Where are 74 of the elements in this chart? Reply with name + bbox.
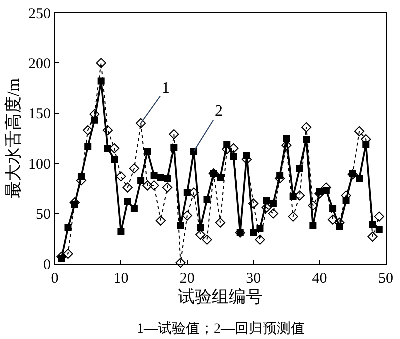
point: [182, 210, 192, 221]
point: [157, 174, 164, 182]
point: [149, 180, 160, 191]
point: [268, 208, 279, 219]
point: [164, 175, 172, 182]
point: [354, 126, 365, 137]
point: [177, 222, 184, 230]
point: [118, 228, 125, 236]
point: [144, 148, 152, 156]
x-tick-label: 10: [114, 271, 129, 287]
point: [330, 205, 337, 212]
x-tick-label: 40: [312, 271, 328, 287]
point: [376, 226, 383, 234]
point: [217, 174, 224, 182]
point: [130, 205, 138, 212]
point: [356, 175, 364, 182]
point: [202, 234, 212, 245]
point: [308, 200, 318, 211]
point: [250, 229, 258, 236]
y-tick-label: 0: [44, 257, 51, 274]
point: [111, 156, 118, 164]
point: [302, 122, 312, 133]
point: [124, 198, 132, 206]
x-tick-label: 20: [180, 271, 195, 287]
point: [150, 172, 158, 180]
point: [288, 212, 298, 222]
y-axis-title: 最大水舌高度/m: [4, 78, 24, 198]
point: [262, 202, 272, 213]
point: [374, 212, 384, 222]
point: [204, 196, 211, 204]
point: [368, 232, 378, 242]
text: 1—试验值；2—回归预测值: [137, 321, 305, 337]
point: [136, 118, 146, 128]
point: [303, 136, 310, 143]
point: [122, 182, 133, 193]
point: [296, 165, 304, 172]
point: [196, 230, 206, 240]
y-tick-label: 200: [28, 56, 51, 72]
annotation: 2: [215, 103, 223, 120]
point: [310, 222, 317, 230]
point: [270, 200, 277, 208]
y-tick-label: 100: [28, 156, 51, 173]
point: [142, 180, 153, 191]
point: [328, 214, 338, 225]
x-tick-label: 50: [378, 271, 394, 287]
x-axis-title: 试验组编号: [178, 287, 263, 306]
point: [215, 218, 226, 228]
point: [110, 143, 120, 154]
point: [84, 143, 92, 150]
point: [176, 258, 186, 268]
y-tick-label: 50: [36, 207, 51, 224]
point: [263, 197, 270, 204]
annotation: 1: [162, 80, 170, 97]
point: [83, 125, 94, 136]
point: [64, 224, 72, 232]
y-tick-label: 250: [28, 6, 51, 22]
point: [138, 177, 145, 184]
point: [104, 145, 112, 152]
point: [283, 135, 290, 142]
point: [169, 129, 180, 140]
point: [102, 125, 114, 136]
point: [255, 234, 266, 245]
point: [156, 216, 166, 226]
point: [96, 58, 106, 68]
point: [162, 182, 173, 193]
x-tick-label: 30: [246, 271, 262, 287]
point: [116, 172, 126, 182]
point: [63, 248, 74, 260]
point: [248, 198, 259, 209]
point: [129, 164, 140, 174]
y-tick-label: 150: [28, 106, 51, 123]
point: [230, 153, 238, 160]
point: [369, 221, 376, 228]
point: [184, 189, 191, 196]
